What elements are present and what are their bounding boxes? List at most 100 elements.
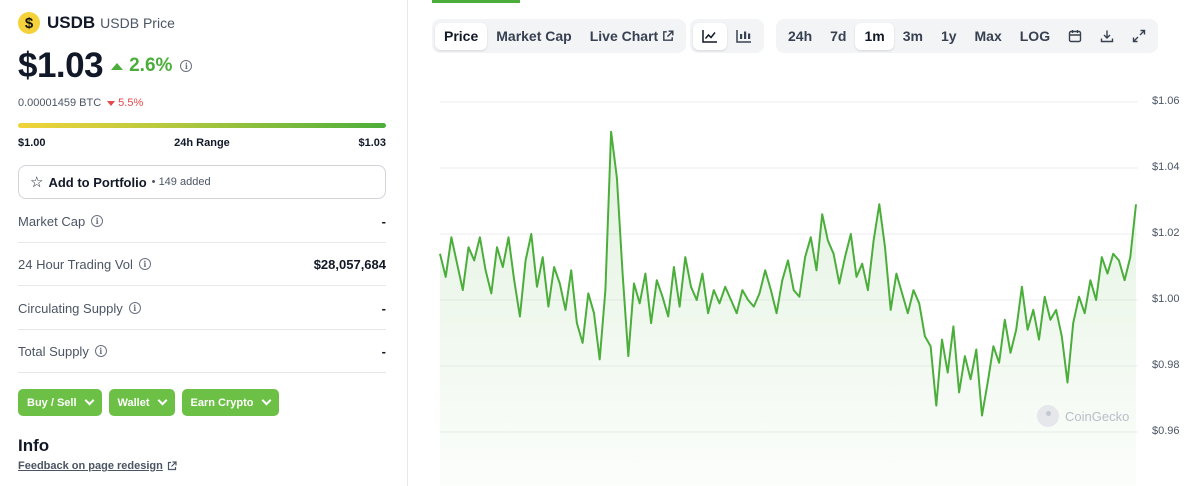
price-point (804, 256, 806, 258)
y-tick-label: $1.04 (1152, 161, 1180, 173)
price-point (599, 358, 601, 360)
tab-price[interactable]: Price (435, 22, 488, 50)
info-icon[interactable]: i (91, 215, 104, 227)
price-point (941, 339, 943, 341)
tab-market-cap[interactable]: Market Cap (496, 28, 572, 44)
tab-live-chart[interactable]: Live Chart (581, 23, 683, 50)
price-point (662, 296, 664, 298)
portfolio-label: Add to Portfolio (48, 174, 147, 190)
price-point (918, 302, 920, 304)
chevron-down-icon (157, 395, 167, 406)
price-point (1044, 296, 1046, 298)
log-scale-button[interactable]: LOG (1019, 28, 1051, 44)
info-icon[interactable]: i (180, 60, 193, 72)
range-1m-button[interactable]: 1m (855, 22, 894, 50)
price-point (1021, 286, 1023, 288)
range-24h-button[interactable]: 24h (788, 28, 813, 44)
price-point (741, 289, 743, 291)
price-point (1072, 322, 1074, 324)
info-icon[interactable]: i (138, 258, 151, 270)
price-point (565, 309, 567, 311)
price-chart-svg[interactable] (432, 70, 1200, 486)
price-point (490, 292, 492, 294)
price-point (913, 289, 915, 291)
price-point (673, 266, 675, 268)
price-point (719, 302, 721, 304)
price-point (844, 256, 846, 258)
feedback-link[interactable]: Feedback on page redesign (18, 460, 177, 472)
chart-type-toggle (690, 19, 764, 53)
btc-price-change: 5.5% (107, 97, 143, 109)
range-label: 24h Range (174, 137, 230, 149)
calendar-icon (1068, 30, 1082, 43)
price-chart[interactable]: $1.06 $1.04 $1.02 $1.00 $0.98 $0.96 CoinGecko (432, 70, 1200, 486)
download-button[interactable] (1091, 23, 1123, 50)
coin-name: USDB Price (100, 15, 175, 31)
price-point (519, 316, 521, 318)
line-chart-button[interactable] (693, 22, 727, 50)
price-point (821, 213, 823, 215)
candlestick-chart-button[interactable] (727, 23, 761, 50)
price-point (1118, 259, 1120, 261)
price-point (1084, 312, 1086, 314)
stat-value: - (381, 213, 386, 229)
price-point (1112, 253, 1114, 255)
price-point (553, 266, 555, 268)
price-point (1032, 309, 1034, 311)
earn-crypto-button[interactable]: Earn Crypto (181, 389, 279, 416)
stat-label: 24 Hour Trading Vol (18, 256, 133, 272)
price-point (644, 273, 646, 275)
price-point (610, 131, 612, 133)
price-point (833, 253, 835, 255)
stat-row-trading-vol: 24 Hour Trading Vol i $28,057,684 (18, 243, 386, 286)
price-point (679, 306, 681, 308)
price-point (998, 362, 1000, 364)
fullscreen-button[interactable] (1123, 23, 1155, 50)
price-point (604, 289, 606, 291)
range-max-button[interactable]: Max (974, 28, 1002, 44)
current-price: $1.03 (18, 46, 104, 85)
price-change-24h: 2.6% (111, 55, 172, 77)
coingecko-watermark: CoinGecko (1037, 405, 1129, 427)
price-area (440, 131, 1136, 486)
info-heading: Info (18, 436, 50, 455)
triangle-up-icon (111, 62, 124, 70)
stat-label: Total Supply (18, 343, 89, 359)
price-point (975, 349, 977, 351)
range-1y-button[interactable]: 1y (940, 28, 957, 44)
calendar-button[interactable] (1059, 23, 1091, 50)
chevron-down-icon (84, 395, 94, 406)
stat-row-total-supply: Total Supply i - (18, 330, 386, 373)
price-point (730, 299, 732, 301)
price-point (1101, 256, 1103, 258)
price-point (970, 378, 972, 380)
range-7d-button[interactable]: 7d (830, 28, 847, 44)
add-to-portfolio-button[interactable]: ☆ Add to Portfolio • 149 added (18, 165, 386, 199)
stat-value: - (381, 343, 386, 359)
wallet-button[interactable]: Wallet (108, 389, 175, 416)
price-point (1095, 299, 1097, 301)
price-point (736, 312, 738, 314)
price-point (616, 177, 618, 179)
price-point (696, 299, 698, 301)
price-point (713, 289, 715, 291)
range-3m-button[interactable]: 3m (902, 28, 923, 44)
info-icon[interactable]: i (128, 302, 141, 314)
coin-symbol: USDB (47, 13, 96, 32)
price-point (1129, 256, 1131, 258)
price-point (508, 236, 510, 238)
price-point (1061, 335, 1063, 337)
price-point (930, 345, 932, 347)
y-tick-label: $1.00 (1152, 293, 1180, 305)
price-point (1010, 352, 1012, 354)
price-point (502, 266, 504, 268)
stat-label: Circulating Supply (18, 300, 123, 316)
price-point (656, 279, 658, 281)
info-icon[interactable]: i (94, 345, 107, 357)
price-point (838, 283, 840, 285)
price-point (559, 283, 561, 285)
buy-sell-button[interactable]: Buy / Sell (18, 389, 102, 416)
price-point (1124, 279, 1126, 281)
price-point (810, 236, 812, 238)
price-point (958, 391, 960, 393)
